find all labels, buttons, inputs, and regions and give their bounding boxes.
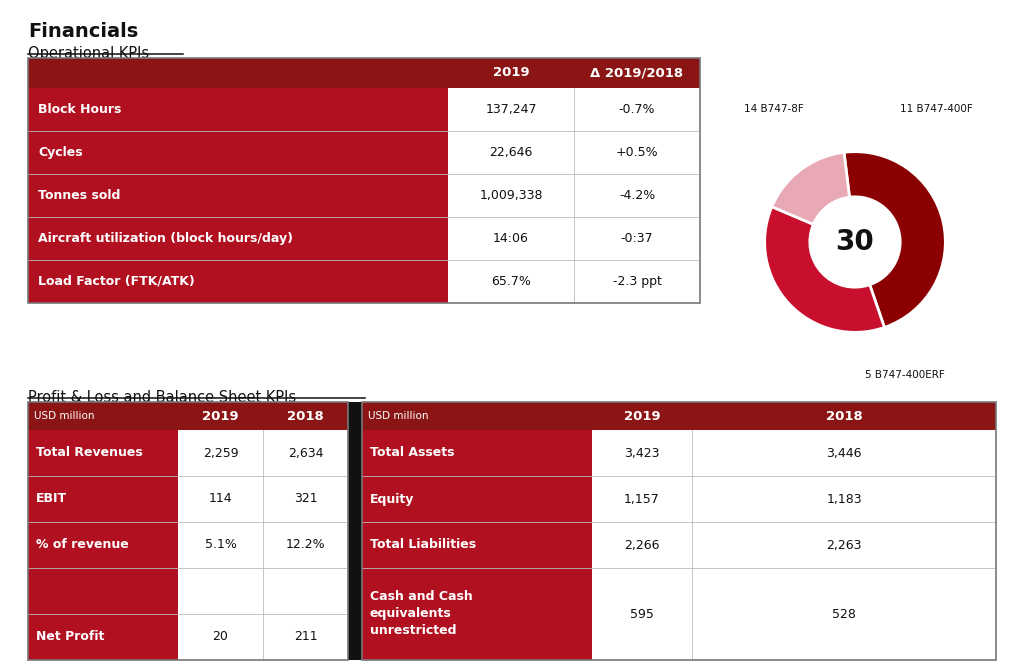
Text: Operational KPIs: Operational KPIs [28,46,150,61]
Bar [28,402,348,660]
Text: Total Revenues: Total Revenues [36,446,142,460]
Text: 1,183: 1,183 [826,493,862,505]
Text: Tonnes sold: Tonnes sold [38,189,121,202]
Text: -0:37: -0:37 [621,232,653,245]
Text: 5 B747-400ERF: 5 B747-400ERF [865,370,944,380]
Bar [28,402,348,430]
Bar [348,402,362,660]
Bar [362,402,996,430]
Text: 2019: 2019 [493,67,529,79]
Text: 528: 528 [833,607,856,620]
Text: 2,266: 2,266 [625,538,659,552]
Text: 2,634: 2,634 [288,446,324,460]
Bar [362,430,592,660]
Text: 2018: 2018 [825,409,862,423]
Text: Financials: Financials [28,22,138,41]
Text: Profit & Loss and Balance Sheet KPIs: Profit & Loss and Balance Sheet KPIs [28,390,296,405]
Text: Aircraft utilization (block hours/day): Aircraft utilization (block hours/day) [38,232,293,245]
Text: 1,157: 1,157 [624,493,659,505]
Text: 3,423: 3,423 [625,446,659,460]
Text: -4.2%: -4.2% [618,189,655,202]
Text: Equity: Equity [370,493,415,505]
Text: 211: 211 [294,630,317,644]
Text: Net Profit: Net Profit [36,630,104,644]
Text: 20: 20 [213,630,228,644]
Wedge shape [765,207,885,333]
Text: Δ 2019/2018: Δ 2019/2018 [591,67,684,79]
Bar [178,430,348,660]
Text: 2019: 2019 [202,409,239,423]
Text: 11 B747-400F: 11 B747-400F [900,103,973,114]
Text: Block Hours: Block Hours [38,103,122,116]
Wedge shape [844,152,945,327]
Text: 2018: 2018 [287,409,324,423]
Text: 3,446: 3,446 [826,446,862,460]
Text: 22,646: 22,646 [489,146,532,159]
Text: 65.7%: 65.7% [492,275,530,288]
Text: Total Assets: Total Assets [370,446,455,460]
Text: USD million: USD million [368,411,428,421]
Text: EBIT: EBIT [36,493,68,505]
Text: 14:06: 14:06 [494,232,529,245]
Text: 2,259: 2,259 [203,446,239,460]
Text: USD million: USD million [34,411,94,421]
Text: Cash and Cash
equivalents
unrestricted: Cash and Cash equivalents unrestricted [370,591,473,638]
Text: 14 B747-8F: 14 B747-8F [743,103,804,114]
Bar [362,402,996,660]
Text: 321: 321 [294,493,317,505]
Text: 595: 595 [630,607,654,620]
Wedge shape [772,153,850,224]
Text: -0.7%: -0.7% [618,103,655,116]
Text: 1,009,338: 1,009,338 [479,189,543,202]
Bar [28,58,700,88]
Text: % of revenue: % of revenue [36,538,129,552]
Bar [28,58,700,303]
Text: 2,263: 2,263 [826,538,862,552]
Text: 5.1%: 5.1% [205,538,237,552]
Text: 114: 114 [209,493,232,505]
Text: -2.3 ppt: -2.3 ppt [612,275,662,288]
Text: Cycles: Cycles [38,146,83,159]
Text: 30: 30 [836,228,874,256]
Text: Load Factor (FTK/ATK): Load Factor (FTK/ATK) [38,275,195,288]
Bar [28,430,178,660]
Text: +0.5%: +0.5% [615,146,658,159]
Bar [592,430,996,660]
Bar [28,88,449,303]
Text: 12.2%: 12.2% [286,538,326,552]
Text: 2019: 2019 [624,409,660,423]
Text: Total Liabilities: Total Liabilities [370,538,476,552]
Bar [449,88,700,303]
Text: 137,247: 137,247 [485,103,537,116]
